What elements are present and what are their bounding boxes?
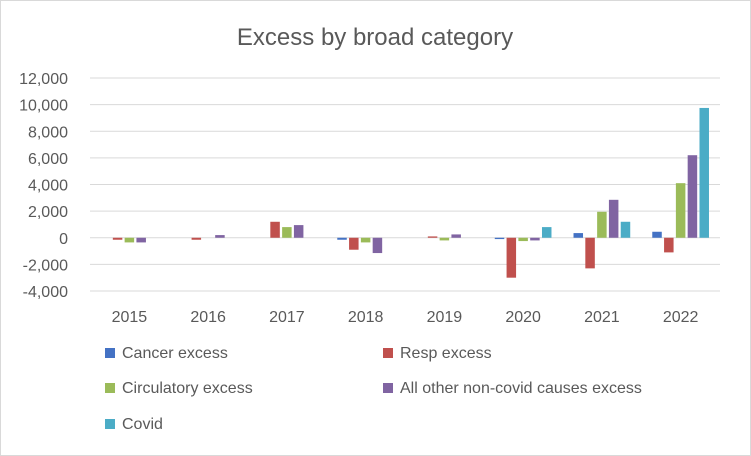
- y-tick-label: 0: [59, 231, 68, 248]
- bar: [518, 237, 528, 242]
- legend-swatch: [105, 348, 115, 358]
- y-tick-label: 8,000: [28, 124, 68, 141]
- bar: [664, 237, 674, 253]
- bar: [506, 237, 517, 278]
- bar: [136, 237, 146, 243]
- bar: [282, 227, 292, 238]
- bars: [112, 107, 709, 278]
- y-tick-label: 2,000: [28, 204, 68, 221]
- y-axis-ticks: 12,000 10,000 8,000 6,000 4,000 2,000 0 -2,000 -…: [19, 71, 68, 301]
- bar: [124, 237, 135, 243]
- bar: [215, 235, 225, 238]
- chart-title: Excess by broad category: [237, 24, 513, 51]
- x-tick-label: 2020: [505, 309, 541, 326]
- x-tick-label: 2016: [190, 309, 226, 326]
- x-tick-label: 2015: [112, 309, 148, 326]
- bar: [112, 237, 123, 240]
- bar: [349, 237, 359, 250]
- bar: [372, 237, 383, 254]
- legend-label: Resp excess: [400, 345, 492, 362]
- legend-label: Cancer excess: [122, 345, 228, 362]
- legend-swatch: [383, 348, 393, 358]
- bar: [427, 236, 438, 238]
- bar: [699, 107, 709, 238]
- bar: [530, 237, 540, 241]
- y-tick-label: 6,000: [28, 151, 68, 168]
- bar: [585, 237, 595, 269]
- bar: [687, 155, 698, 238]
- bar: [337, 237, 347, 240]
- x-tick-label: 2017: [269, 309, 305, 326]
- bar: [620, 221, 631, 238]
- legend: Cancer excess Resp excess Circulatory exce…: [105, 345, 642, 433]
- bar: [608, 199, 619, 238]
- y-tick-label: 4,000: [28, 178, 68, 195]
- legend-label: Circulatory excess: [122, 380, 253, 397]
- bar: [573, 233, 584, 238]
- bar: [675, 183, 686, 238]
- bar: [597, 211, 607, 238]
- y-tick-label: 10,000: [19, 98, 68, 115]
- legend-swatch: [105, 419, 115, 429]
- x-tick-label: 2018: [348, 309, 384, 326]
- bar: [451, 234, 461, 238]
- y-tick-label: 12,000: [19, 71, 68, 88]
- legend-swatch: [383, 383, 393, 393]
- y-tick-label: -2,000: [23, 257, 68, 274]
- bar: [191, 237, 202, 240]
- legend-label: Covid: [122, 416, 163, 433]
- y-tick-label: -4,000: [23, 284, 68, 301]
- bar: [652, 231, 662, 238]
- x-tick-label: 2022: [663, 309, 699, 326]
- bar: [494, 237, 505, 240]
- x-tick-label: 2021: [584, 309, 620, 326]
- legend-label: All other non-covid causes excess: [400, 380, 642, 397]
- bar: [439, 237, 450, 241]
- bar: [360, 237, 371, 243]
- bar: [541, 227, 552, 238]
- gridlines: [90, 77, 720, 292]
- x-tick-label: 2019: [427, 309, 463, 326]
- bar: [293, 225, 304, 238]
- bar: [270, 221, 280, 238]
- x-axis-ticks: 2015 2016 2017 2018 2019 2020 2021 2022: [112, 309, 699, 326]
- legend-swatch: [105, 383, 115, 393]
